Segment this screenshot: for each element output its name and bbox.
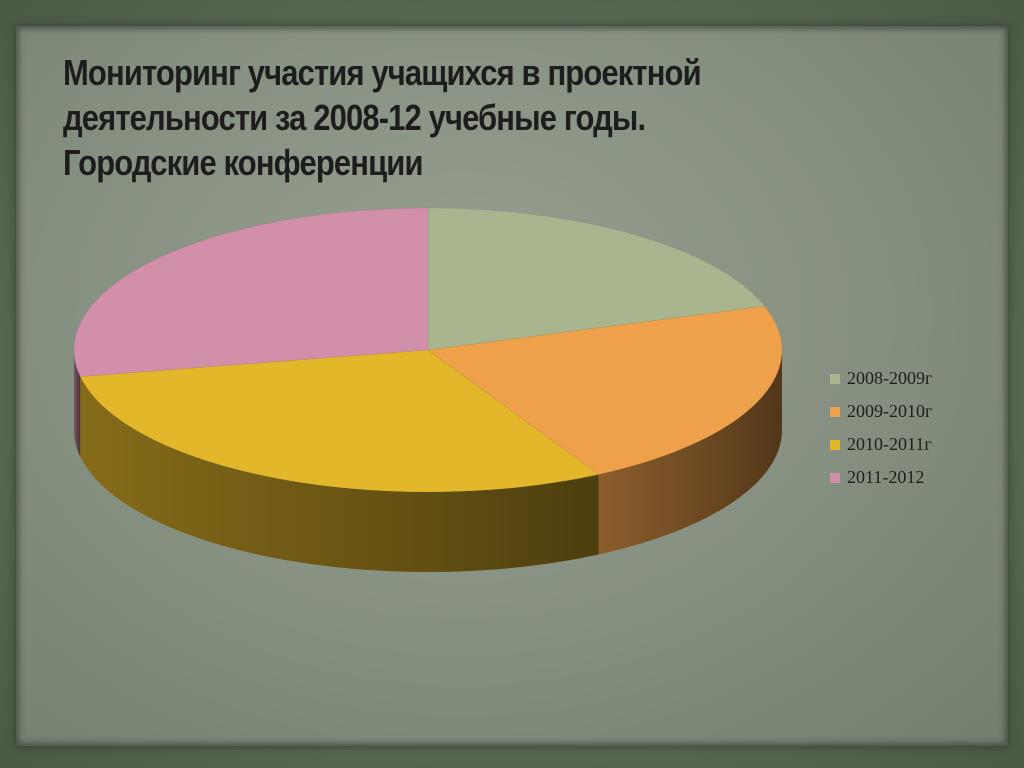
legend-item: 2011-2012 bbox=[830, 461, 932, 494]
pie-slice-side-shading bbox=[74, 350, 81, 457]
legend-label: 2010-2011г bbox=[847, 434, 932, 454]
legend-label: 2009-2010г bbox=[847, 401, 933, 421]
legend-swatch bbox=[830, 406, 840, 417]
pie-slice-side-shading bbox=[598, 350, 782, 555]
pie-sides bbox=[74, 350, 782, 572]
legend-item: 2008-2009г bbox=[830, 362, 932, 395]
slide-title: Мониторинг участия учащихся в проектной … bbox=[63, 50, 837, 185]
legend-swatch bbox=[830, 439, 840, 450]
pie-slice: 2008-2009г bbox=[427, 207, 766, 351]
legend-swatch bbox=[830, 373, 840, 384]
title-line-2: деятельности за 2008-12 учебные годы. bbox=[63, 97, 646, 138]
legend-label: 2011-2012 bbox=[847, 467, 925, 487]
legend-swatch bbox=[830, 472, 840, 483]
legend-label: 2008-2009г bbox=[847, 368, 933, 388]
pie-slice: 2010-2011г bbox=[79, 349, 600, 493]
chart-legend: 2008-2009г 2009-2010г 2010-2011г 2011-20… bbox=[830, 362, 932, 494]
pie-slice-side-shading bbox=[80, 376, 599, 572]
legend-item: 2009-2010г bbox=[830, 395, 932, 428]
title-line-1: Мониторинг участия учащихся в проектной bbox=[63, 52, 702, 93]
title-line-3: Городские конференции bbox=[63, 142, 423, 183]
pie-slice: 2011-2012 bbox=[73, 207, 429, 377]
legend-item: 2010-2011г bbox=[830, 428, 932, 461]
pie-slice: 2009-2010г bbox=[427, 305, 783, 475]
